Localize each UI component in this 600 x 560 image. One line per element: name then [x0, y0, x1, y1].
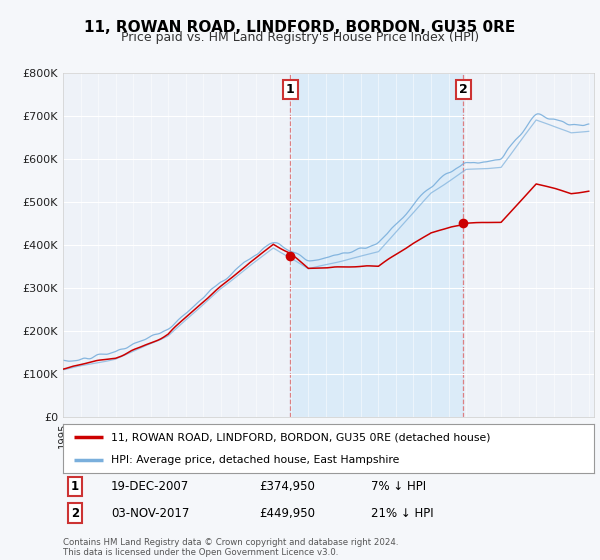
Text: Price paid vs. HM Land Registry's House Price Index (HPI): Price paid vs. HM Land Registry's House … — [121, 31, 479, 44]
Text: 11, ROWAN ROAD, LINDFORD, BORDON, GU35 0RE: 11, ROWAN ROAD, LINDFORD, BORDON, GU35 0… — [85, 20, 515, 35]
Text: 1: 1 — [71, 480, 79, 493]
Text: 7% ↓ HPI: 7% ↓ HPI — [371, 480, 426, 493]
Bar — [290, 73, 463, 417]
Text: HPI: Average price, detached house, East Hampshire: HPI: Average price, detached house, East… — [111, 455, 399, 465]
Text: 1: 1 — [286, 83, 295, 96]
Text: 19-DEC-2007: 19-DEC-2007 — [111, 480, 189, 493]
Text: £374,950: £374,950 — [259, 480, 316, 493]
Text: 2: 2 — [71, 507, 79, 520]
Text: 03-NOV-2017: 03-NOV-2017 — [111, 507, 189, 520]
Text: 21% ↓ HPI: 21% ↓ HPI — [371, 507, 434, 520]
Text: £449,950: £449,950 — [259, 507, 316, 520]
Text: 2: 2 — [459, 83, 467, 96]
Text: 11, ROWAN ROAD, LINDFORD, BORDON, GU35 0RE (detached house): 11, ROWAN ROAD, LINDFORD, BORDON, GU35 0… — [111, 432, 490, 442]
Text: Contains HM Land Registry data © Crown copyright and database right 2024.
This d: Contains HM Land Registry data © Crown c… — [63, 538, 398, 557]
